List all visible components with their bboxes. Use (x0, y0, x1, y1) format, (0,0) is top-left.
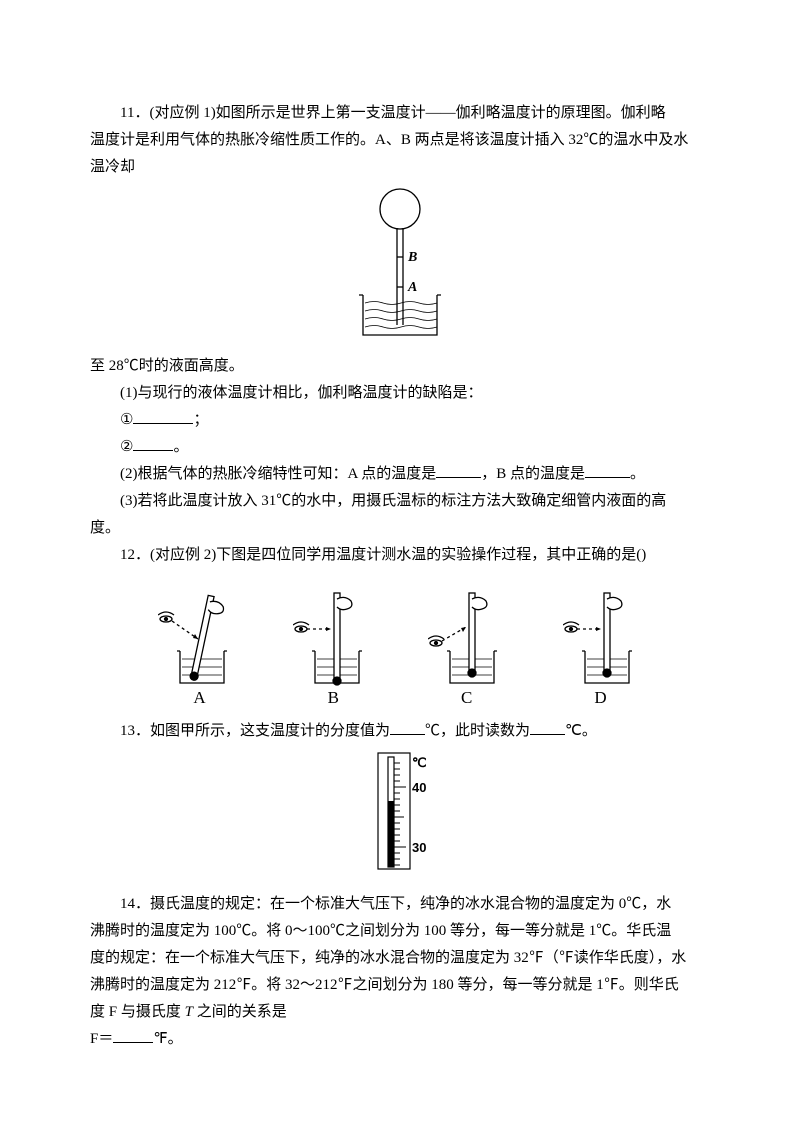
q13-figure: ℃ 40 30 (360, 751, 440, 871)
q12-fig-d (563, 589, 643, 689)
q13-label-c: ℃ (412, 755, 427, 770)
q11-p1-item2-suffix: 。 (173, 439, 188, 455)
q11-p1-item1: ①； (90, 407, 710, 434)
q12-figure-row (90, 589, 710, 689)
q12-label-c: C (461, 683, 472, 714)
q11-blank-2 (133, 435, 173, 451)
q11-p1-item1-suffix: ； (193, 412, 208, 428)
q12-fig-c (428, 589, 508, 689)
q13-unit2: ℃。 (565, 723, 597, 739)
q11-stem-line2: 温度计是利用气体的热胀冷缩性质工作的。A、B 两点是将该温度计插入 32℃的温水… (90, 127, 710, 154)
q11-blank-3 (436, 462, 481, 478)
q11-stem-line3: 温冷却 (90, 154, 710, 181)
q11-p1-item1-prefix: ① (120, 412, 133, 428)
q14-l2: 沸腾时的温度定为 100℃。将 0～100℃之间划分为 100 等分，每一等分就… (90, 918, 710, 945)
q14-l3: 度的规定：在一个标准大气压下，纯净的冰水混合物的温度定为 32℉（℉读作华氏度）… (90, 945, 710, 972)
q11-p3-line1: (3)若将此温度计放入 31℃的水中，用摄氏温标的标注方法大致确定细管内液面的高 (90, 488, 710, 515)
spacer (90, 877, 710, 891)
q14-l1: 14．摄氏温度的规定：在一个标准大气压下，纯净的冰水混合物的温度定为 0℃，水 (90, 891, 710, 918)
q12-label-b: B (328, 683, 339, 714)
q11-p2-b: ，B 点的温度是 (481, 466, 585, 482)
q13-stem: 13．如图甲所示，这支温度计的分度值为 ℃，此时读数为 ℃。 (90, 718, 710, 745)
q14-l5-a: 度 F 与摄氏度 (90, 1004, 185, 1020)
q14-l5: 度 F 与摄氏度 T 之间的关系是 (90, 999, 710, 1026)
q13-blank-2 (530, 719, 565, 735)
q12-fig-b (293, 589, 373, 689)
q11-p2-a: (2)根据气体的热胀冷缩特性可知：A 点的温度是 (120, 466, 436, 482)
q13-unit1: ℃，此时读数为 (425, 723, 530, 739)
q14-l6-prefix: F＝ (90, 1031, 113, 1047)
q11-p2-c: 。 (630, 466, 645, 482)
q11-blank-4 (585, 462, 630, 478)
q14-l6-suffix: ℉。 (153, 1031, 182, 1047)
q11-p3-line2: 度。 (90, 515, 710, 542)
q11-after-fig: 至 28℃时的液面高度。 (90, 353, 710, 380)
q11-stem-line1: 11．(对应例 1)如图所示是世界上第一支温度计——伽利略温度计的原理图。伽利略 (90, 100, 710, 127)
q13-label-30: 30 (412, 840, 426, 855)
q13-blank-1 (390, 719, 425, 735)
q12-label-d: D (594, 683, 606, 714)
q14-l4: 沸腾时的温度定为 212℉。将 32～212℉之间划分为 180 等分，每一等分… (90, 972, 710, 999)
q13-label-40: 40 (412, 780, 426, 795)
q14-l5-b: 之间的关系是 (193, 1004, 287, 1020)
q11-p1-lead: (1)与现行的液体温度计相比，伽利略温度计的缺陷是： (90, 380, 710, 407)
q11-figure: B A (335, 187, 465, 347)
q14-blank (113, 1027, 153, 1043)
q13-a: 13．如图甲所示，这支温度计的分度值为 (120, 723, 390, 739)
q12-label-a: A (193, 683, 205, 714)
q14-l6: F＝ ℉。 (90, 1026, 710, 1053)
q12-stem: 12．(对应例 2)下图是四位同学用温度计测水温的实验操作过程，其中正确的是() (90, 542, 710, 569)
q14-l5-italic: T (185, 1004, 193, 1020)
q11-p1-item2: ②。 (90, 434, 710, 461)
q11-p2: (2)根据气体的热胀冷缩特性可知：A 点的温度是 ，B 点的温度是 。 (90, 461, 710, 488)
q11-p1-item2-prefix: ② (120, 439, 133, 455)
q11-label-b: B (407, 250, 417, 265)
q12-fig-a (158, 589, 238, 689)
q11-label-a: A (407, 280, 417, 295)
q11-blank-1 (133, 408, 193, 424)
